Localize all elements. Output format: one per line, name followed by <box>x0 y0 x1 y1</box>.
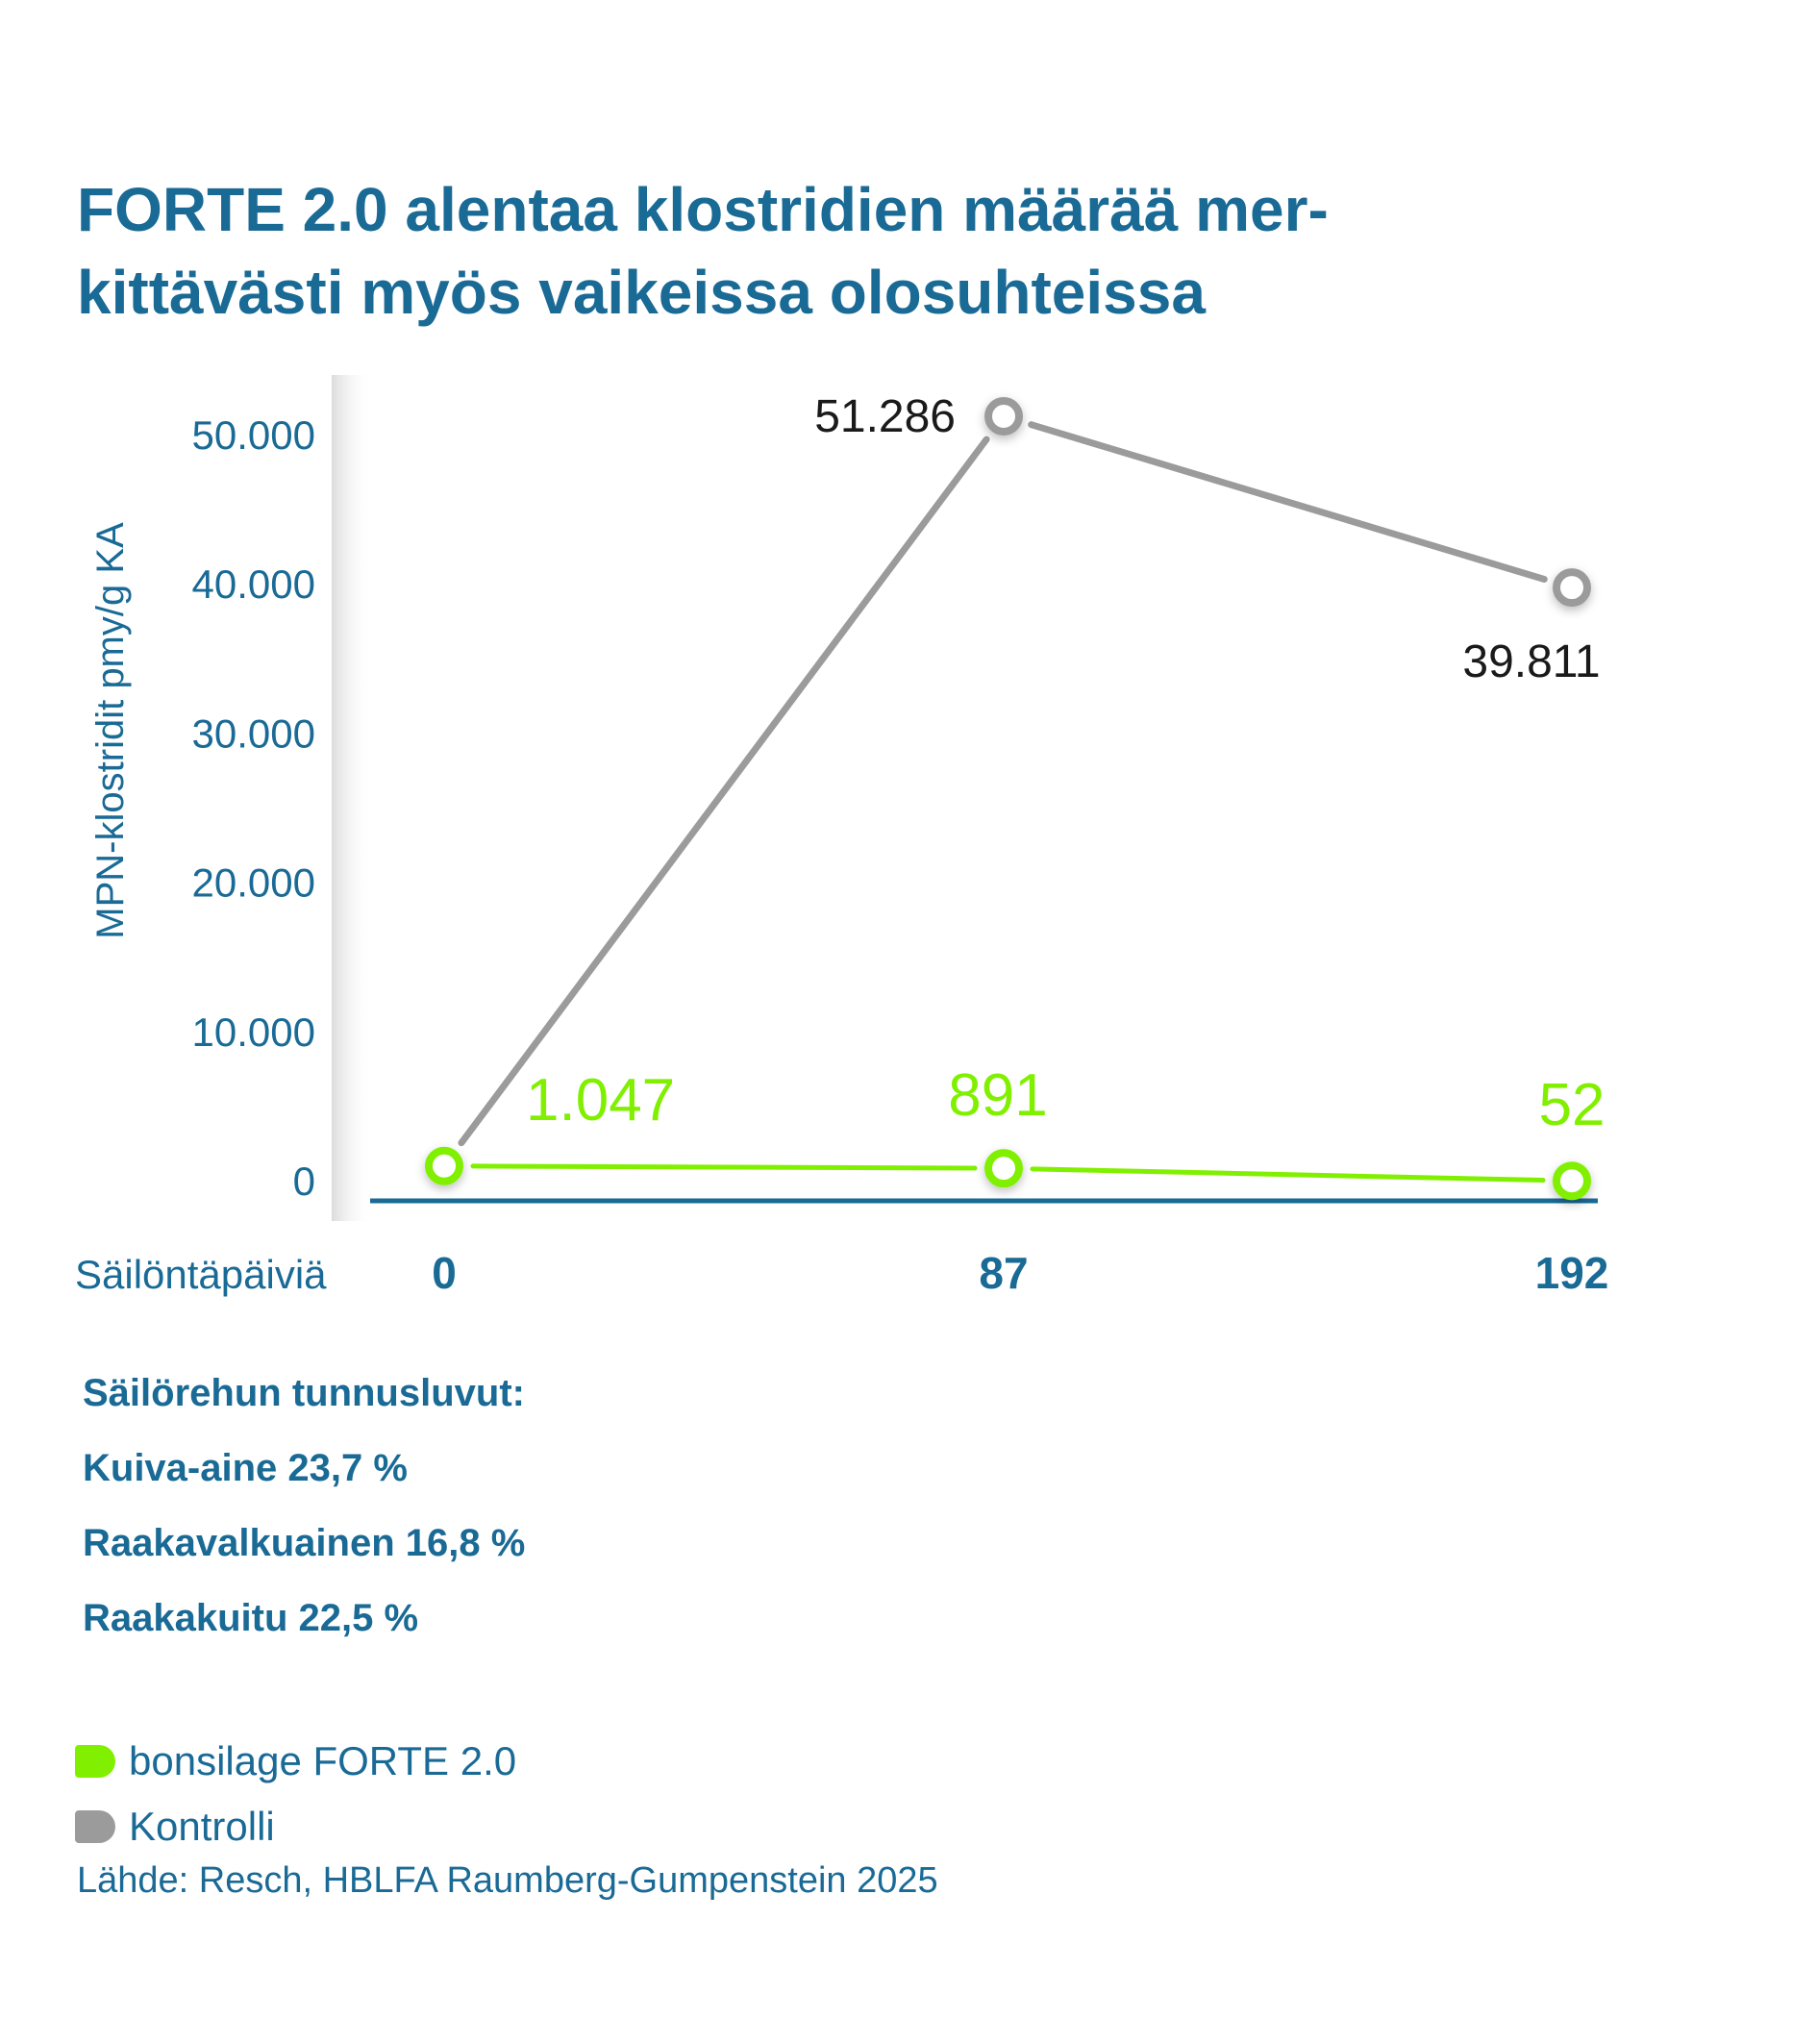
legend: bonsilage FORTE 2.0 Kontrolli <box>75 1729 516 1859</box>
y-axis-label: MPN-klostridit pmy/g KA <box>89 522 132 939</box>
stats-item-crude-fibre: Raakakuitu 22,5 % <box>83 1597 419 1639</box>
x-tick-label: 87 <box>979 1248 1028 1298</box>
chart-title-line-1: FORTE 2.0 alentaa klostridien määrää mer… <box>77 175 1329 244</box>
data-point <box>984 1149 1023 1188</box>
y-tick-label: 40.000 <box>192 561 315 607</box>
data-label: 891 <box>948 1062 1047 1129</box>
series-line-segment <box>458 436 990 1147</box>
y-axis-shadow <box>332 375 372 1221</box>
x-tick-label: 0 <box>432 1248 457 1298</box>
series-lines <box>458 421 1548 1184</box>
data-point <box>1553 1161 1591 1201</box>
series-line-segment <box>470 1163 978 1171</box>
stats-item-dry-matter: Kuiva-aine 23,7 % <box>83 1447 408 1489</box>
legend-item-forte: bonsilage FORTE 2.0 <box>75 1729 516 1794</box>
y-tick-label: 10.000 <box>192 1010 315 1055</box>
x-axis-label: Säilöntäpäiviä <box>75 1252 327 1297</box>
y-tick-label: 30.000 <box>192 710 315 756</box>
data-point <box>984 397 1023 436</box>
y-tick-label: 50.000 <box>192 412 315 458</box>
stats-heading: Säilörehun tunnusluvut: <box>83 1372 525 1414</box>
y-tick-label: 20.000 <box>192 860 315 906</box>
data-point <box>425 1146 463 1185</box>
data-label: 39.811 <box>1462 636 1600 687</box>
data-point <box>1553 568 1591 608</box>
data-label: 51.286 <box>814 391 956 442</box>
chart-title: FORTE 2.0 alentaa klostridien määrää mer… <box>77 168 1711 334</box>
legend-label-kontrolli: Kontrolli <box>129 1804 275 1849</box>
line-chart: 0 10.000 20.000 30.000 40.000 50.000 MPN-klos… <box>75 375 1608 1298</box>
stats-item-crude-protein: Raakavalkuainen 16,8 % <box>83 1522 526 1564</box>
source-note: Lähde: Resch, HBLFA Raumberg-Gumpenstein… <box>77 1860 938 1901</box>
legend-swatch-kontrolli <box>75 1810 115 1843</box>
y-tick-label: 0 <box>293 1159 315 1204</box>
legend-item-kontrolli: Kontrolli <box>75 1794 516 1859</box>
data-label: 1.047 <box>526 1067 675 1134</box>
series-line-segment <box>1028 421 1548 583</box>
x-tick-labels: 0 87 192 <box>432 1248 1608 1298</box>
series-line-segment <box>1030 1166 1546 1184</box>
silage-stats: Säilörehun tunnusluvut: Kuiva-aine 23,7 … <box>83 1356 525 1656</box>
data-labels: 51.286 39.811 1.047 891 52 <box>526 391 1605 1138</box>
x-tick-label: 192 <box>1535 1248 1609 1298</box>
series-points <box>425 397 1591 1201</box>
legend-swatch-forte <box>75 1745 115 1778</box>
y-tick-labels: 0 10.000 20.000 30.000 40.000 50.000 <box>192 412 315 1204</box>
legend-label-forte: bonsilage FORTE 2.0 <box>129 1738 517 1783</box>
chart-title-line-2: kittävästi myös vaikeissa olosuhteissa <box>77 258 1206 327</box>
data-label: 52 <box>1539 1072 1605 1138</box>
